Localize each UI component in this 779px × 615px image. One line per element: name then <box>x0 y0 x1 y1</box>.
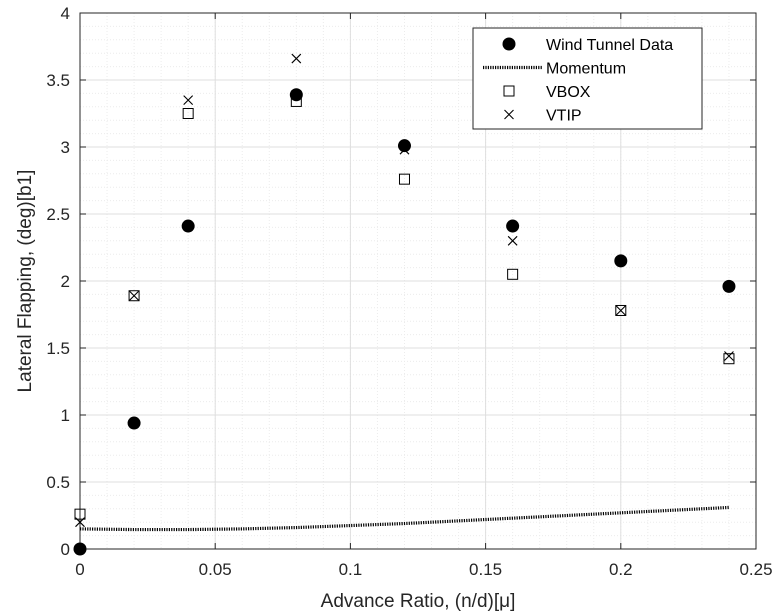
x-tick-label: 0.15 <box>469 560 502 579</box>
tick-labels: 0 0.05 0.1 0.15 0.2 0.25 0 0.5 1 1.5 2 2.5 3 3.5 4 <box>46 4 772 579</box>
y-tick-label: 3 <box>61 138 70 157</box>
y-tick-label: 0.5 <box>46 473 70 492</box>
data-point-vbox <box>507 268 519 280</box>
data-point-wind-tunnel-data <box>397 139 411 153</box>
data-point-vbox <box>182 108 194 119</box>
data-point-vbox <box>615 304 627 316</box>
data-point-vbox <box>398 173 410 185</box>
data-point-vbox <box>723 353 735 365</box>
data-point-vbox <box>74 508 86 520</box>
x-tick-label: 0.1 <box>339 560 363 579</box>
data-point-wind-tunnel-data <box>127 416 141 430</box>
legend-swatch-vbox <box>503 85 515 97</box>
data-point-wind-tunnel-data <box>614 254 628 268</box>
y-tick-label: 1.5 <box>46 339 70 358</box>
legend-label-momentum: Momentum <box>546 61 626 78</box>
y-tick-label: 1 <box>61 406 70 425</box>
x-tick-label: 0.2 <box>609 560 633 579</box>
legend: Wind Tunnel Data Momentum VBOX VTIP <box>472 27 703 130</box>
legend-label-wind-tunnel-data: Wind Tunnel Data <box>546 37 673 54</box>
data-point-vbox <box>128 290 140 302</box>
y-tick-label: 2.5 <box>46 205 70 224</box>
x-axis-label: Advance Ratio, (n/d)[μ] <box>321 591 516 612</box>
legend-label-vtip: VTIP <box>546 108 582 125</box>
y-tick-label: 0 <box>61 540 70 559</box>
x-tick-label: 0.05 <box>199 560 232 579</box>
y-tick-label: 3.5 <box>46 71 70 90</box>
data-point-wind-tunnel-data <box>289 88 303 102</box>
y-tick-label: 2 <box>61 272 70 291</box>
series-momentum <box>79 505 730 532</box>
y-axis-label: Lateral Flapping, (deg)[b1] <box>15 170 36 393</box>
data-point-wind-tunnel-data <box>722 279 736 293</box>
y-tick-label: 4 <box>61 4 70 23</box>
data-point-vtip <box>129 290 139 301</box>
data-point-vtip <box>75 517 85 528</box>
x-tick-label: 0.25 <box>739 560 772 579</box>
series-wind-tunnel-data <box>73 88 736 556</box>
data-point-wind-tunnel-data <box>506 219 520 233</box>
legend-swatch-wind-tunnel-data <box>502 37 516 51</box>
data-point-vtip <box>183 95 194 105</box>
series-line-momentum <box>79 505 730 532</box>
x-tick-label: 0 <box>75 560 84 579</box>
data-point-vtip <box>724 351 734 361</box>
data-point-wind-tunnel-data <box>181 219 195 233</box>
legend-swatch-vtip <box>504 109 514 120</box>
legend-label-vbox: VBOX <box>546 84 591 101</box>
data-point-vtip <box>615 305 626 316</box>
data-point-wind-tunnel-data <box>73 542 87 556</box>
data-point-vtip <box>507 235 518 246</box>
data-point-vtip <box>291 53 302 64</box>
series-layer <box>73 53 736 556</box>
